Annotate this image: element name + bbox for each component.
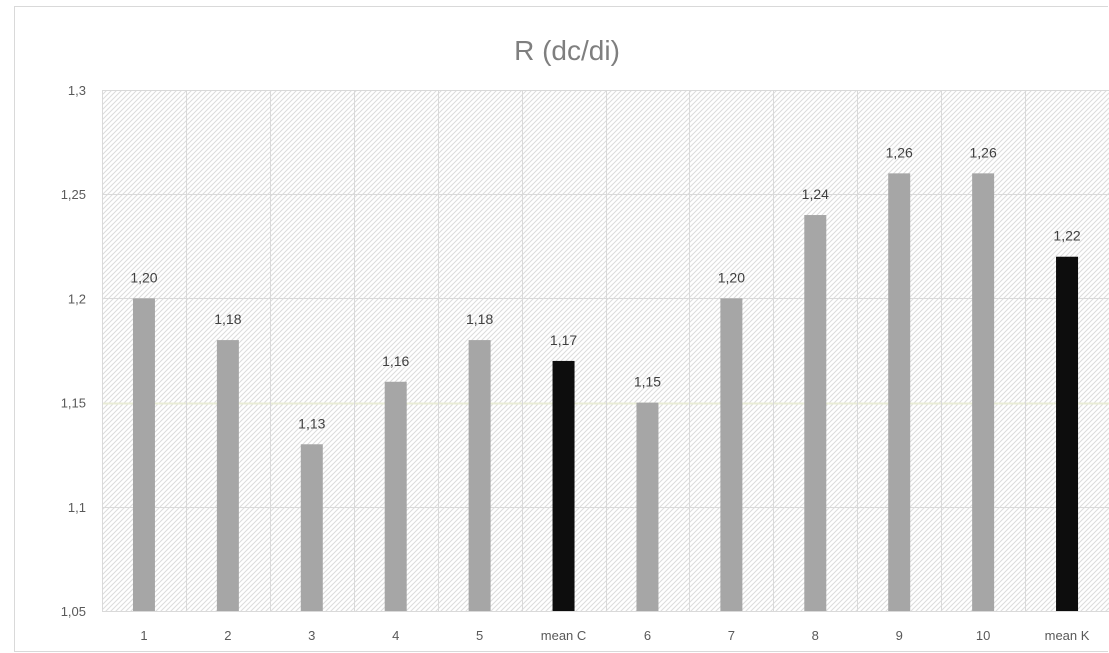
data-label: 1,24	[802, 186, 829, 202]
y-tick-label: 1,25	[61, 187, 86, 202]
x-tick-label: 2	[224, 628, 231, 643]
bar	[888, 173, 911, 612]
x-tick-label: 8	[812, 628, 819, 643]
x-tick-label: 4	[392, 628, 399, 643]
data-label: 1,26	[970, 144, 997, 160]
chart-frame: R (dc/di) 1,05 1,1 1,15 1,2 1,25 1,3 1,20 1,18…	[14, 6, 1109, 652]
x-tick-label: 7	[728, 628, 735, 643]
x-tick-label: 9	[896, 628, 903, 643]
data-label: 1,18	[466, 311, 493, 327]
data-label: 1,20	[718, 269, 745, 285]
bar	[972, 173, 995, 612]
data-label: 1,17	[550, 332, 577, 348]
bar	[216, 340, 239, 611]
data-label: 1,13	[298, 415, 325, 431]
y-tick-label: 1,15	[61, 396, 86, 411]
bar-chart: R (dc/di) 1,05 1,1 1,15 1,2 1,25 1,3 1,20 1,18…	[61, 35, 1109, 643]
y-axis: 1,05 1,1 1,15 1,2 1,25 1,3	[61, 83, 86, 619]
x-tick-label: 3	[308, 628, 315, 643]
data-label: 1,22	[1053, 228, 1080, 244]
y-tick-label: 1,2	[68, 291, 86, 306]
bar	[636, 402, 659, 611]
x-axis: 1 2 3 4 5 mean C 6 7 8 9 10 mean K	[140, 628, 1089, 643]
y-tick-label: 1,1	[68, 500, 86, 515]
x-tick-label: mean K	[1045, 628, 1090, 643]
data-label: 1,16	[382, 353, 409, 369]
x-tick-label: 5	[476, 628, 483, 643]
bar	[384, 381, 407, 611]
chart-title: R (dc/di)	[514, 35, 620, 66]
x-tick-label: 6	[644, 628, 651, 643]
x-tick-label: 10	[976, 628, 990, 643]
gridlines	[102, 90, 1109, 612]
bar	[720, 298, 743, 611]
bar	[132, 298, 155, 611]
mean-bar	[552, 360, 575, 611]
data-label: 1,20	[130, 269, 157, 285]
data-labels: 1,20 1,18 1,13 1,16 1,18 1,17 1,15 1,20 1,24 1,26…	[130, 144, 1081, 431]
bar	[468, 340, 491, 611]
data-label: 1,26	[886, 144, 913, 160]
x-tick-label: mean C	[541, 628, 587, 643]
data-label: 1,18	[214, 311, 241, 327]
y-tick-label: 1,05	[61, 604, 86, 619]
bar	[804, 215, 827, 612]
y-tick-label: 1,3	[68, 83, 86, 98]
mean-bar	[1056, 256, 1079, 611]
bars	[132, 173, 1079, 612]
data-label: 1,15	[634, 374, 661, 390]
plot-area	[102, 90, 1109, 611]
x-tick-label: 1	[140, 628, 147, 643]
bar	[300, 444, 323, 611]
